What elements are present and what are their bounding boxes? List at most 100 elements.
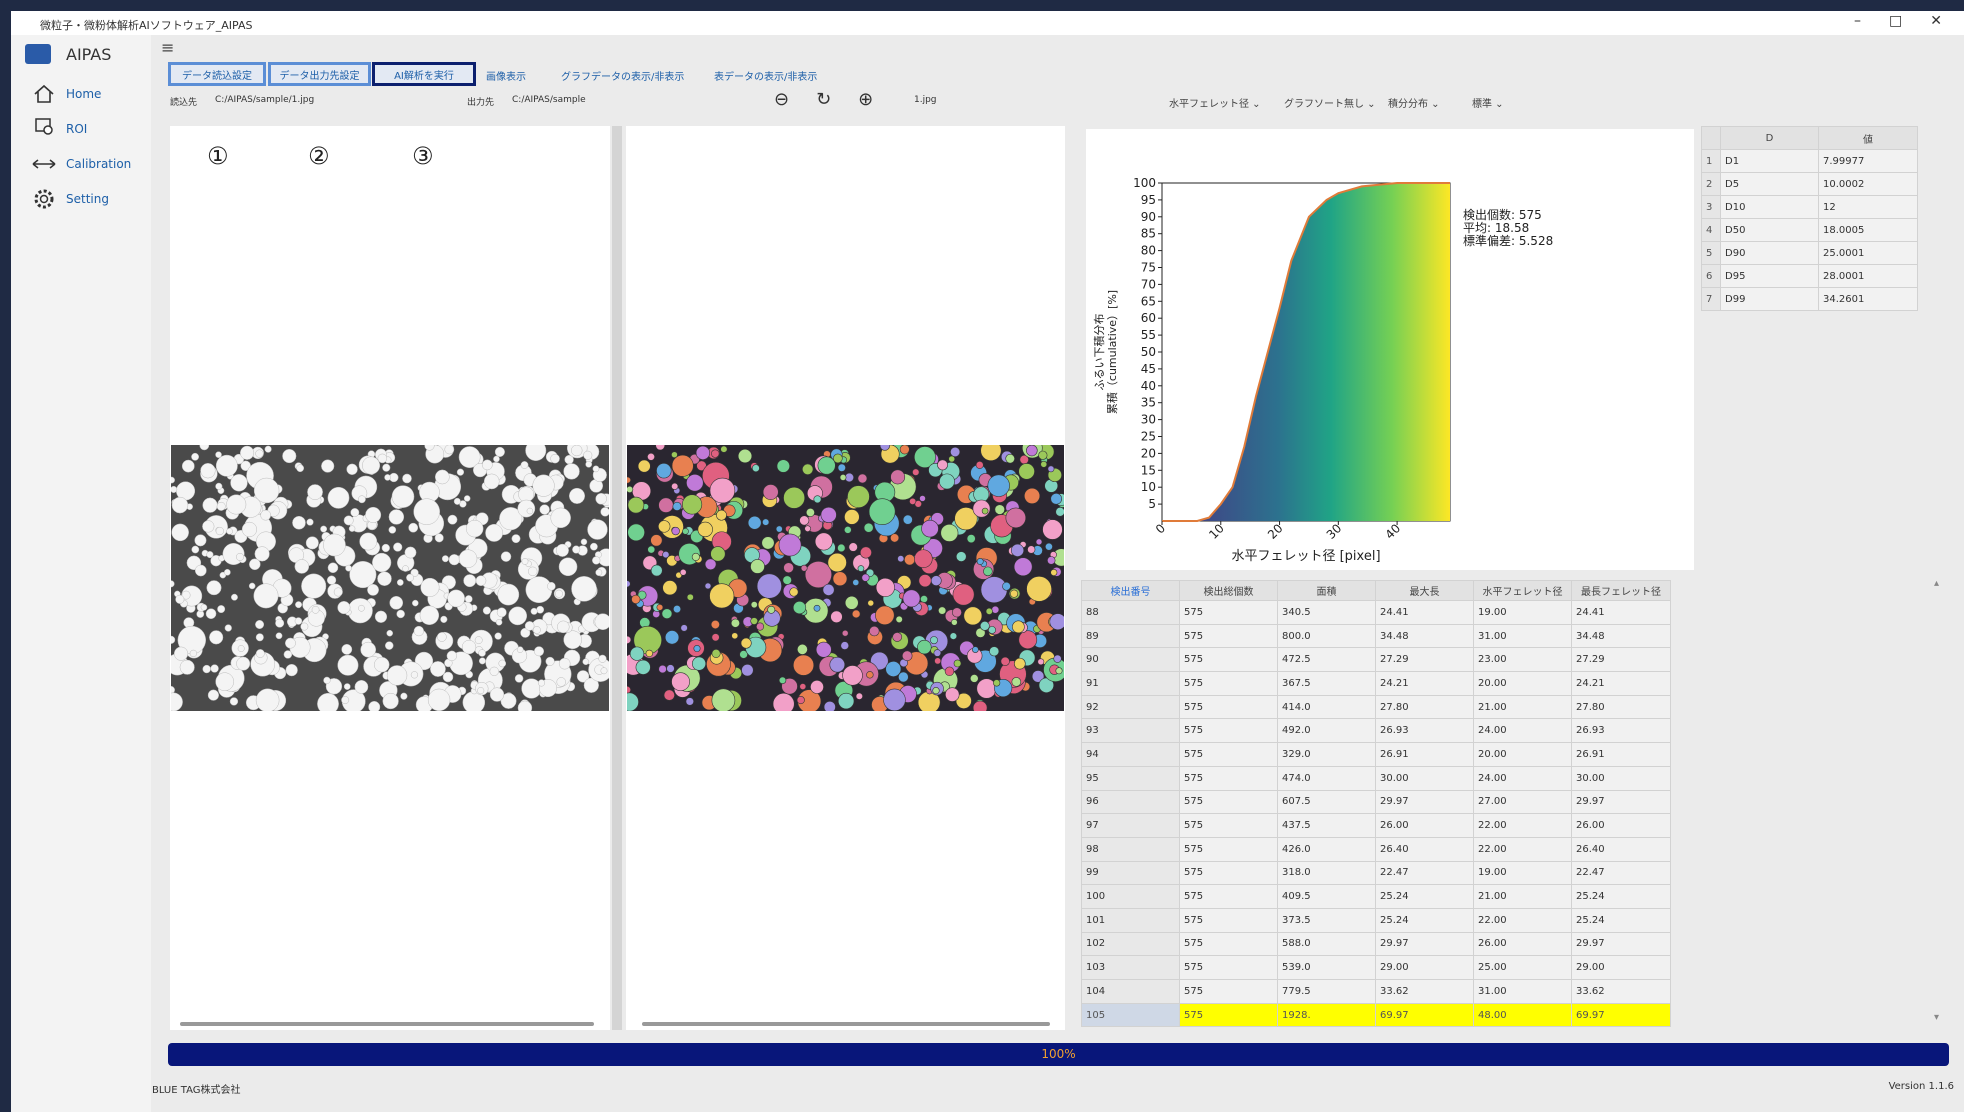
header-cell: 最長フェレット径 [1572,581,1671,601]
table-cell: 98 [1082,837,1180,861]
nav-item[interactable]: Setting [66,192,109,206]
title-bar [11,11,1964,35]
table-cell: 29.97 [1376,790,1474,814]
y-tick-label: 50 [1141,345,1156,359]
table-cell: D1 [1721,150,1819,173]
image-nav-buttons[interactable]: ⊖↻⊕ [774,89,900,110]
table-cell: 89 [1082,624,1180,648]
table-cell: 575 [1180,672,1278,696]
nav-item[interactable]: ROI [66,122,87,136]
table-cell: 1928. [1278,1003,1376,1027]
scroll-arrow[interactable]: ▴ [1934,578,1939,589]
header-cell: 検出番号 [1082,581,1180,601]
d-table: D値1D17.999772D510.00023D10124D5018.00055… [1701,126,1918,311]
table-cell: 27.80 [1376,695,1474,719]
table-cell: 575 [1180,648,1278,672]
toolbar-link[interactable]: 表データの表示/非表示 [714,68,817,83]
table-cell: 26.40 [1572,837,1671,861]
table-cell: 492.0 [1278,719,1376,743]
dropdown[interactable]: 標準 ⌄ [1472,95,1504,110]
table-cell: 90 [1082,648,1180,672]
table-cell: 48.00 [1474,1003,1572,1027]
panel-divider[interactable] [612,126,622,1030]
y-tick-label: 65 [1141,294,1156,308]
nav-item[interactable]: Calibration [66,157,131,171]
table-cell: 26.91 [1572,743,1671,767]
y-tick-label: 5 [1148,497,1156,511]
y-tick-label: 80 [1141,244,1156,258]
table-cell: 96 [1082,790,1180,814]
toolbar-button[interactable]: AI解析を実行 [372,62,476,86]
y-tick-label: 40 [1141,379,1156,393]
window-frame [0,0,11,1112]
x-tick-label: 20 [1265,521,1286,542]
table-cell: 340.5 [1278,601,1376,625]
table-cell: 539.0 [1278,956,1376,980]
table-row: 1D17.99977 [1702,150,1918,173]
table-cell: 26.93 [1572,719,1671,743]
table-cell: 25.0001 [1819,242,1918,265]
table-cell: 800.0 [1278,624,1376,648]
table-cell: 575 [1180,814,1278,838]
table-cell: 575 [1180,743,1278,767]
table-cell: 97 [1082,814,1180,838]
table-cell: 26.00 [1376,814,1474,838]
dropdown-label: 標準 [1472,99,1492,110]
table-cell: D99 [1721,288,1819,311]
dropdown[interactable]: グラフソート無し ⌄ [1284,95,1376,110]
x-tick-label: 0 [1153,521,1168,536]
window-frame [0,0,1964,11]
table-cell: 27.29 [1376,648,1474,672]
toolbar-link[interactable]: グラフデータの表示/非表示 [561,68,684,83]
table-row: 1055751928.69.9748.0069.97 [1082,1003,1671,1027]
table-cell: 575 [1180,885,1278,909]
file-name: 1.jpg [914,95,937,105]
dropdown[interactable]: 積分分布 ⌄ [1388,95,1440,110]
dropdown[interactable]: 水平フェレット径 ⌄ [1169,95,1261,110]
table-cell: 29.97 [1572,790,1671,814]
input-label: 読込先 [170,95,197,108]
table-cell: 91 [1082,672,1180,696]
table-cell: 25.24 [1376,908,1474,932]
nav-item[interactable]: Home [66,87,101,101]
header-cell: D [1721,127,1819,150]
table-cell: 101 [1082,908,1180,932]
toolbar-button[interactable]: データ出力先設定 [268,62,371,86]
table-cell: 29.00 [1572,956,1671,980]
menu-button[interactable]: ≡ [161,38,174,57]
table-cell: 575 [1180,695,1278,719]
table-cell: 19.00 [1474,601,1572,625]
table-cell: 103 [1082,956,1180,980]
table-cell: 575 [1180,790,1278,814]
table-cell: 69.97 [1376,1003,1474,1027]
table-cell: 31.00 [1474,624,1572,648]
app-logo [25,44,51,64]
table-cell: 29.97 [1376,932,1474,956]
table-cell: 575 [1180,980,1278,1004]
toolbar-button[interactable]: データ読込設定 [168,62,266,86]
table-cell: 33.62 [1572,980,1671,1004]
toolbar-link[interactable]: 画像表示 [486,68,526,83]
table-cell: D5 [1721,173,1819,196]
table-cell: 27.80 [1572,695,1671,719]
table-cell: 33.62 [1376,980,1474,1004]
window-controls[interactable]: –□✕ [1854,13,1964,29]
table-row: 102575588.029.9726.0029.97 [1082,932,1671,956]
y-tick-label: 90 [1141,210,1156,224]
table-cell: 409.5 [1278,885,1376,909]
app-window: 微粒子・微粉体解析AIソフトウェア_AIPAS –□✕ AIPAS Home R… [0,0,1964,1112]
table-cell: 575 [1180,719,1278,743]
y-tick-label: 25 [1141,430,1156,444]
scroll-arrow[interactable]: ▾ [1934,1012,1939,1023]
table-cell: 22.00 [1474,814,1572,838]
step-marker: ① [207,142,229,170]
table-cell: 3 [1702,196,1721,219]
y-tick-label: 75 [1141,261,1156,275]
